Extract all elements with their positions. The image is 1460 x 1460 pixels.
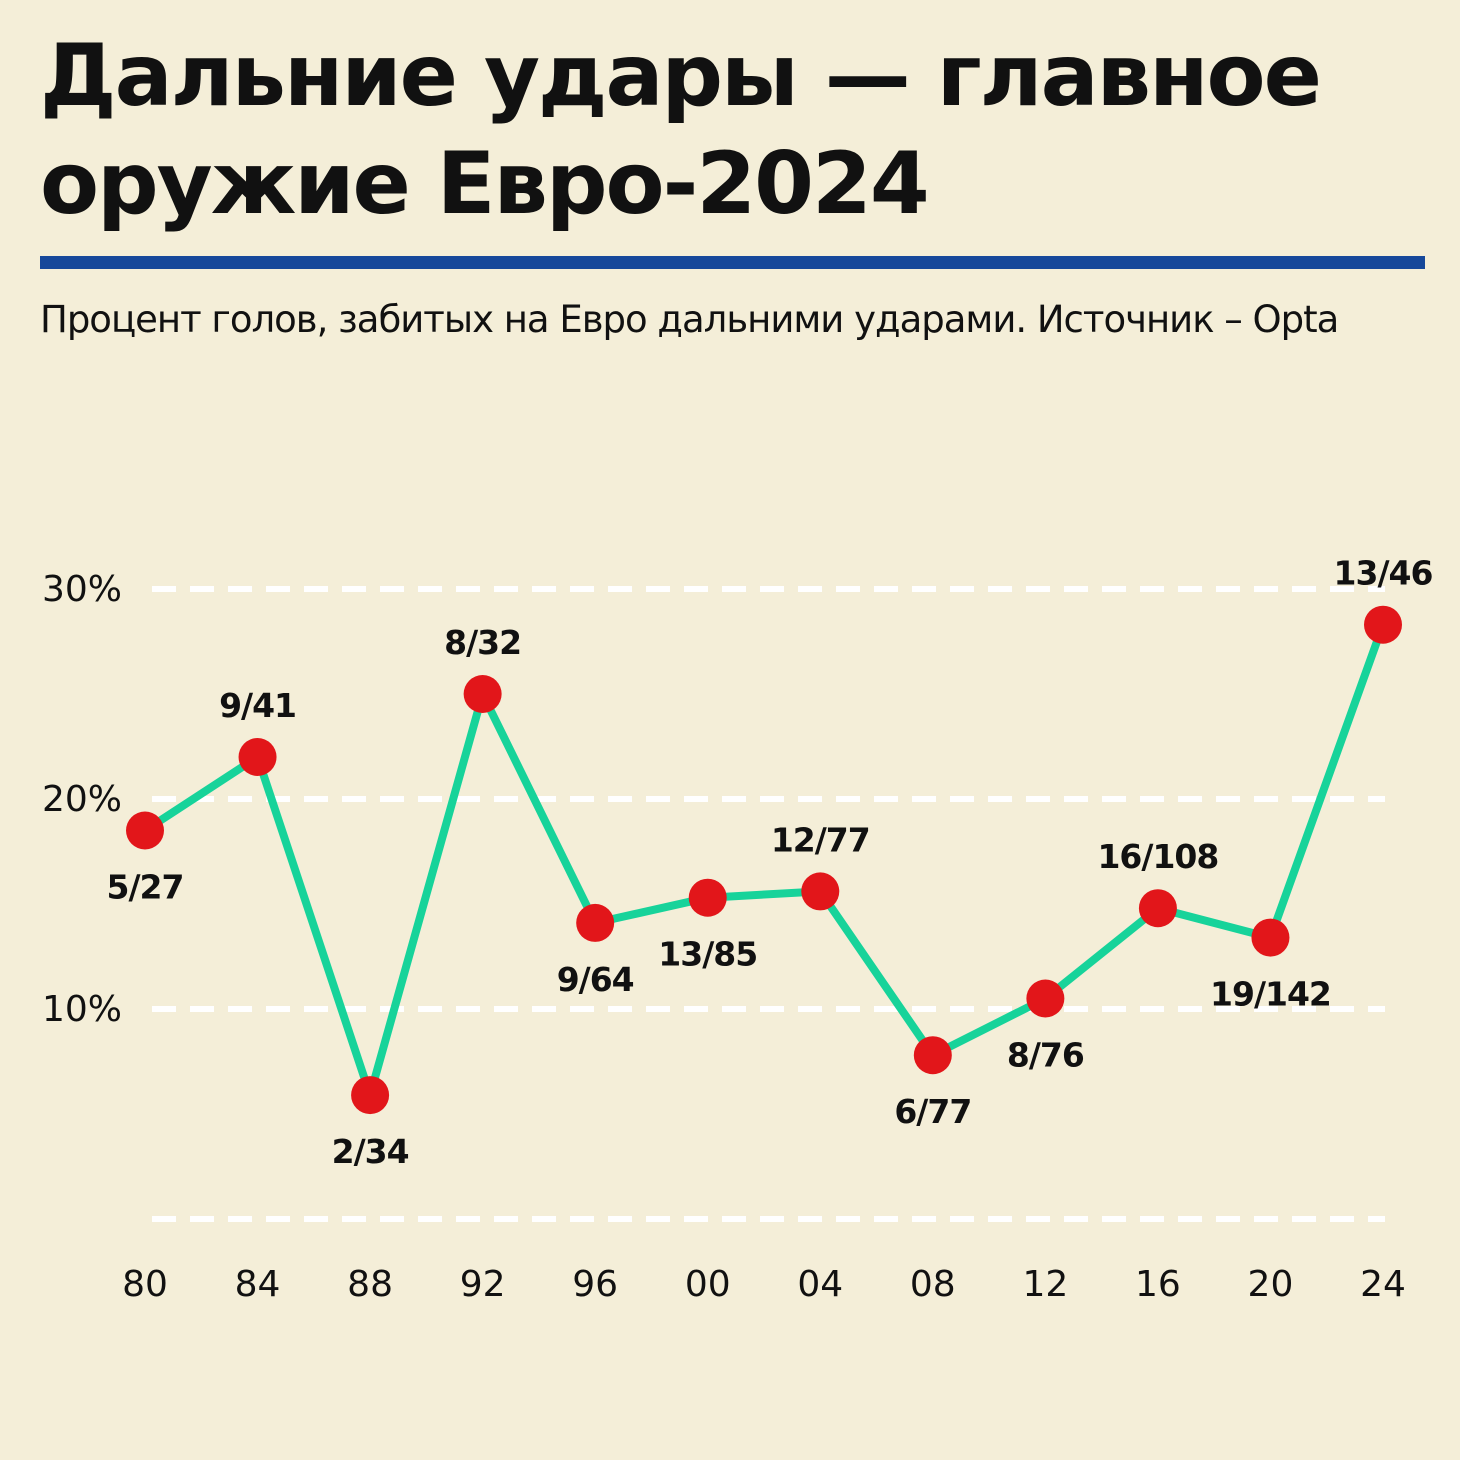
x-tick-label: 12: [1022, 1264, 1068, 1305]
x-tick-label: 80: [122, 1264, 168, 1305]
data-point-label: 13/46: [1334, 554, 1433, 593]
data-point-label: 13/85: [658, 935, 757, 974]
x-tick-label: 24: [1360, 1264, 1406, 1305]
grid-lines: [152, 586, 1385, 1222]
data-point-marker: [913, 1036, 952, 1075]
data-point-label: 5/27: [107, 868, 184, 907]
data-point-marker: [463, 675, 502, 713]
y-tick-label: 30%: [42, 569, 122, 610]
title-divider: [40, 256, 1425, 269]
data-point-marker: [1251, 918, 1290, 957]
data-point-label: 16/108: [1097, 837, 1218, 876]
data-point-marker: [1138, 889, 1177, 928]
data-point-label: 8/76: [1007, 1036, 1084, 1075]
data-point-label: 9/41: [219, 686, 296, 725]
data-point-marker: [351, 1076, 390, 1115]
data-point-label: 19/142: [1210, 975, 1331, 1014]
x-tick-label: 92: [460, 1264, 506, 1305]
data-point-marker: [1364, 605, 1402, 644]
x-tick-label: 16: [1135, 1264, 1181, 1305]
x-tick-label: 84: [235, 1264, 281, 1305]
series-markers: [126, 605, 1402, 1115]
data-point-label: 2/34: [332, 1132, 409, 1171]
chart-subtitle: Процент голов, забитых на Евро дальними …: [40, 298, 1339, 341]
data-labels: 5/27 9/41 2/34 8/32 9/64 13/85 12/77 6/77 8/76 16…: [107, 554, 1434, 1171]
data-point-marker: [801, 872, 840, 911]
data-point-label: 12/77: [771, 820, 870, 859]
data-point-marker: [1026, 979, 1065, 1018]
x-tick-label: 96: [572, 1264, 618, 1305]
data-point-marker: [688, 878, 727, 917]
x-tick-label: 00: [685, 1264, 731, 1305]
x-tick-label: 88: [347, 1264, 393, 1305]
data-point-marker: [238, 738, 277, 776]
data-point-marker: [126, 811, 164, 850]
data-point-label: 6/77: [894, 1092, 971, 1131]
x-tick-label: 04: [797, 1264, 843, 1305]
x-axis-ticks: 80 84 88 92 96 00 04 08 12 16 20 24: [122, 1264, 1406, 1305]
x-tick-label: 20: [1248, 1264, 1294, 1305]
x-tick-label: 08: [910, 1264, 956, 1305]
y-axis-ticks: 10% 20% 30%: [42, 569, 122, 1030]
y-tick-label: 10%: [42, 989, 122, 1030]
data-point-marker: [576, 903, 615, 942]
data-point-label: 8/32: [444, 623, 521, 662]
y-tick-label: 20%: [42, 779, 122, 820]
data-point-label: 9/64: [557, 960, 634, 999]
chart-title: Дальние удары — главное оружие Евро-2024: [40, 26, 1322, 234]
series-line-path: [141, 620, 1387, 1100]
series-line: [141, 620, 1387, 1100]
